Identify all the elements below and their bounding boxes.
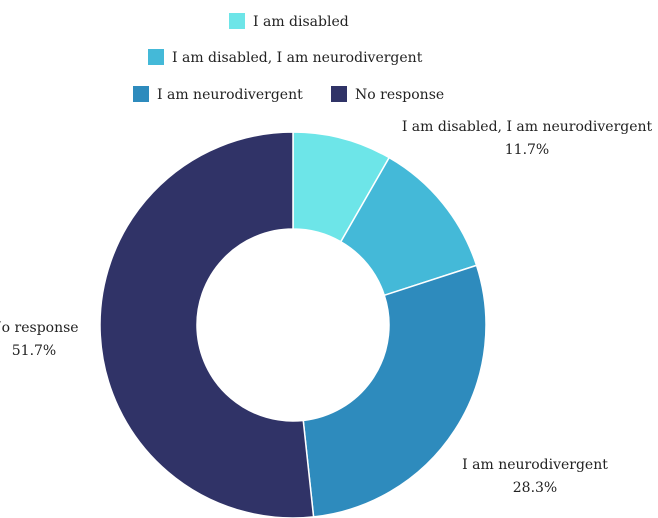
donut-slices xyxy=(99,131,487,518)
legend-label-2: I am disabled, I am neurodivergent xyxy=(172,50,423,66)
slice-label-3-value: 28.3% xyxy=(513,480,557,496)
slice-label-4-value: 51.7% xyxy=(12,343,56,359)
slice-labels: I am disabled, I am neurodivergent 11.7% I… xyxy=(0,119,653,496)
chart-legend: I am disabled I am disabled, I am neurodi… xyxy=(133,13,444,103)
legend-label-1: I am disabled xyxy=(253,14,349,30)
legend-swatch-2 xyxy=(148,49,164,65)
slice-label-2-category: I am disabled, I am neurodivergent xyxy=(402,119,653,135)
legend-swatch-1 xyxy=(229,13,245,29)
legend-swatch-3 xyxy=(133,86,149,102)
legend-swatch-4 xyxy=(331,86,347,102)
slice-label-4-category: No response xyxy=(0,320,79,336)
slice-4 xyxy=(99,131,315,518)
slice-3 xyxy=(302,264,487,518)
slice-label-3-category: I am neurodivergent xyxy=(462,457,608,473)
legend-label-4: No response xyxy=(355,87,444,103)
slice-label-2-value: 11.7% xyxy=(505,142,549,158)
legend-label-3: I am neurodivergent xyxy=(157,87,303,103)
